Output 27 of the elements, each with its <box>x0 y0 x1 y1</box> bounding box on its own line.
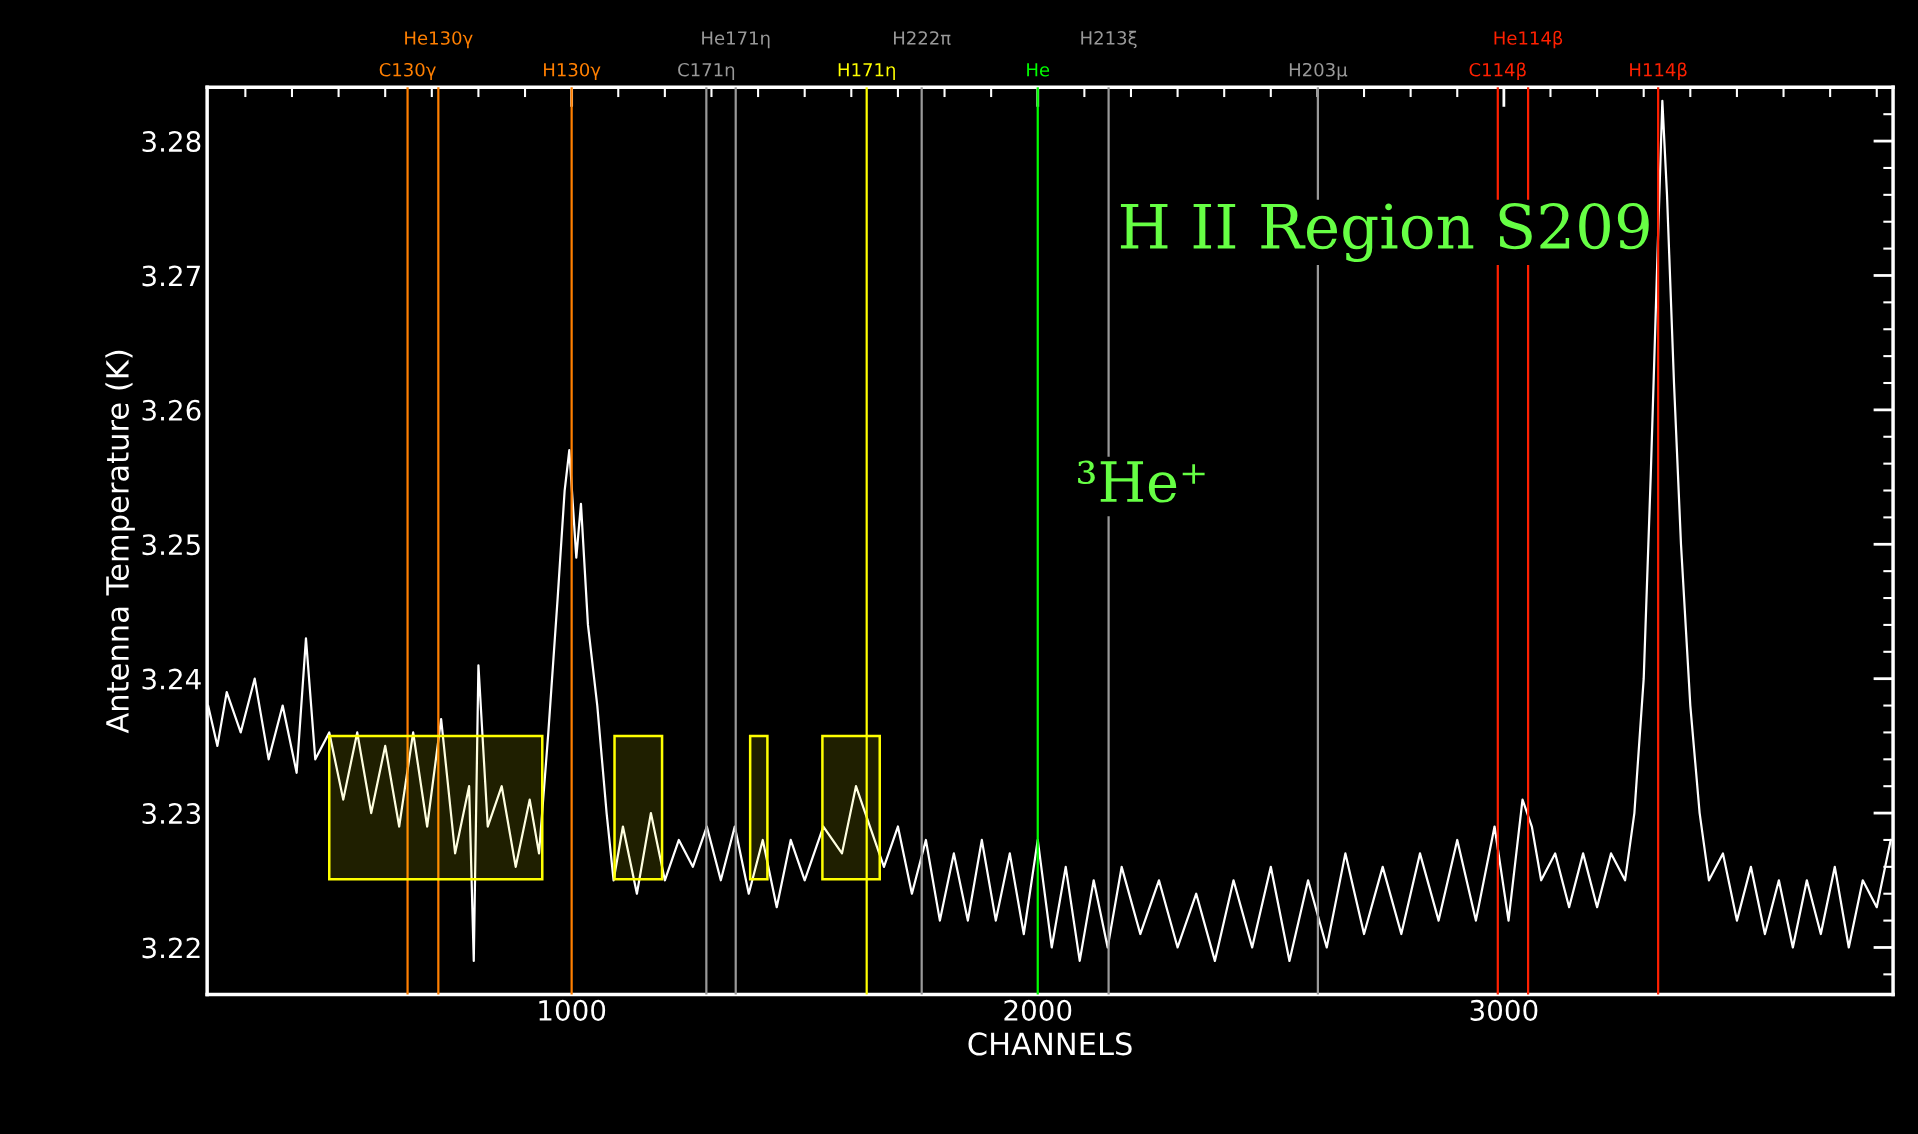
ref-line-label: C130γ <box>379 62 436 81</box>
ref-line-label: He <box>1027 63 1050 77</box>
ref-line-label: He130γ <box>405 31 473 49</box>
ref-line-label: H203μ <box>1289 62 1348 81</box>
y-tick-label: 3.23 <box>142 803 201 825</box>
y-tick-label: 3.24 <box>142 668 201 690</box>
ref-line-label: H222π <box>894 31 951 45</box>
ref-line-label: H130γ <box>544 62 601 81</box>
ref-line-label: He114β <box>1494 30 1563 49</box>
y-tick-label: 3.25 <box>142 534 200 556</box>
x-tick-label: 1000 <box>539 999 606 1021</box>
x-axis-title: CHANNELS <box>968 1032 1132 1056</box>
y-axis-title: Antenna Temperature (K) <box>105 350 135 734</box>
ref-line-label: H114β <box>1630 62 1687 81</box>
x-tick-label: 2000 <box>1004 999 1072 1021</box>
y-tick-label: 3.22 <box>142 937 200 959</box>
annotation: ³He⁺ <box>1078 460 1205 503</box>
ref-line-label: C171η <box>678 62 735 81</box>
ref-line-label: H213ξ <box>1081 30 1137 49</box>
y-tick-label: 3.26 <box>142 399 201 421</box>
x-tick-label: 3000 <box>1470 999 1538 1021</box>
y-tick-label: 3.28 <box>142 131 201 153</box>
ref-line-label: C114β <box>1469 62 1526 81</box>
y-tick-label: 3.27 <box>142 265 200 287</box>
annotation: H II Region S209 <box>1120 203 1649 263</box>
ref-line-label: H171η <box>838 63 895 81</box>
ref-line-label: He171η <box>702 31 770 49</box>
